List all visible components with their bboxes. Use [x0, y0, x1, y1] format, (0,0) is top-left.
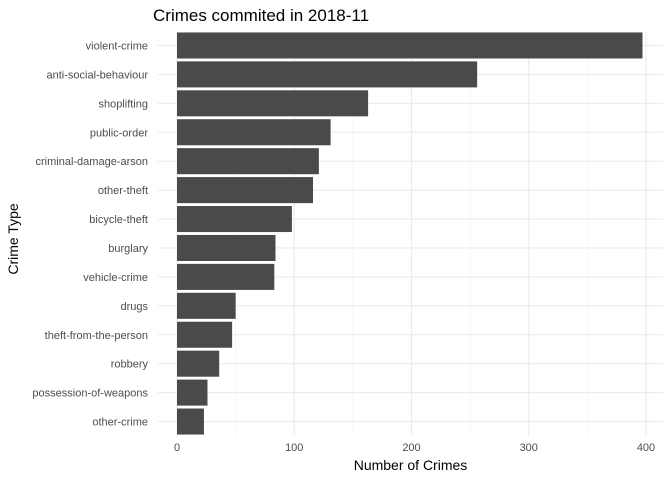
x-tick-label: 400 [637, 442, 655, 454]
x-tick-label: 100 [285, 442, 303, 454]
bar-bicycle-theft [177, 206, 292, 233]
y-tick-label: public-order [90, 127, 148, 139]
x-axis-title: Number of Crimes [354, 457, 468, 473]
y-tick-label: other-theft [98, 185, 148, 197]
y-tick-label: other-crime [92, 417, 148, 429]
y-tick-label: robbery [111, 359, 149, 371]
bar-other-theft [177, 177, 314, 204]
y-tick-label: shoplifting [98, 98, 148, 110]
bar-criminal-damage-arson [177, 148, 319, 175]
bar-vehicle-crime [177, 263, 275, 290]
y-tick-label: anti-social-behaviour [47, 69, 149, 81]
x-tick-label: 300 [520, 442, 538, 454]
bar-possession-of-weapons [177, 379, 208, 406]
x-tick-label: 0 [174, 442, 180, 454]
bar-robbery [177, 350, 220, 377]
y-tick-label: burglary [108, 243, 148, 255]
bar-anti-social-behaviour [177, 61, 478, 88]
bar-burglary [177, 234, 276, 261]
bar-public-order [177, 119, 331, 146]
x-tick-labels: 0 100 200 300 400 [174, 442, 655, 454]
y-tick-labels: violent-crime anti-social-behaviour shopli… [32, 40, 148, 428]
y-tick-label: drugs [120, 301, 148, 313]
y-axis-title: Crime Type [5, 203, 21, 275]
y-tick-label: possession-of-weapons [32, 388, 148, 400]
chart-title: Crimes commited in 2018-11 [153, 6, 369, 25]
bar-drugs [177, 292, 236, 319]
bars [177, 32, 643, 435]
y-tick-label: bicycle-theft [89, 214, 148, 226]
y-tick-label: vehicle-crime [83, 272, 148, 284]
bar-theft-from-the-person [177, 321, 233, 348]
bar-shoplifting [177, 90, 369, 117]
x-tick-label: 200 [402, 442, 420, 454]
y-tick-label: theft-from-the-person [45, 330, 148, 342]
y-tick-label: violent-crime [86, 40, 148, 52]
bar-other-crime [177, 408, 204, 435]
y-tick-label: criminal-damage-arson [36, 156, 149, 168]
bar-violent-crime [177, 32, 643, 59]
